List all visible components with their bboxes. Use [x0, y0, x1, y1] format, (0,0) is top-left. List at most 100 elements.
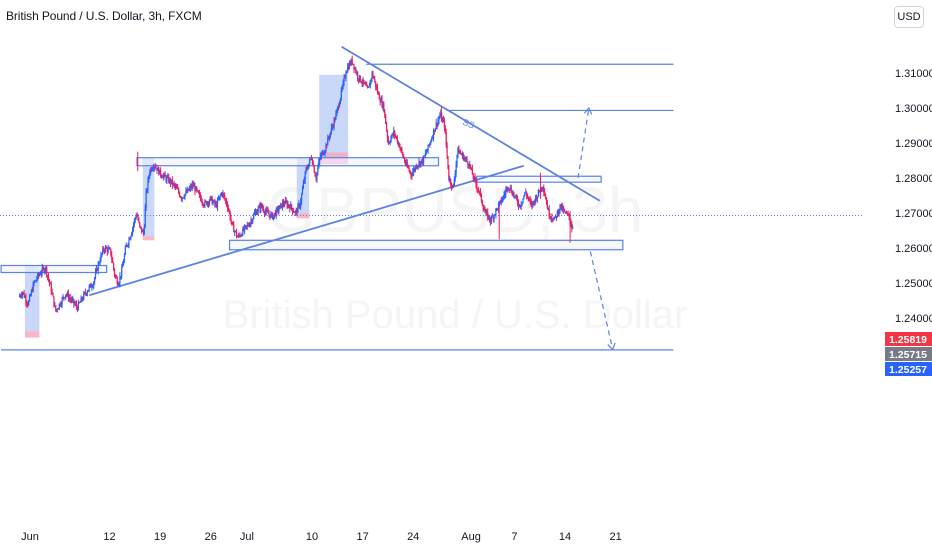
candle-body — [67, 293, 70, 300]
candle-body — [239, 235, 241, 237]
candle-body — [241, 235, 243, 237]
candle-body — [388, 142, 390, 144]
candle-body — [214, 200, 216, 205]
candle-body — [36, 278, 38, 281]
candle-body — [493, 214, 495, 219]
watermark-name: British Pound / U.S. Dollar — [223, 293, 688, 337]
candle-body — [536, 196, 539, 200]
candle-body — [74, 303, 76, 305]
currency-button[interactable]: USD — [894, 6, 924, 28]
candle-body — [544, 192, 546, 196]
candle-body — [69, 297, 71, 300]
candle-body — [335, 113, 337, 120]
candle-body — [137, 215, 139, 221]
candle-body — [337, 106, 339, 111]
candles — [19, 55, 574, 313]
candle-body — [550, 217, 552, 219]
position-profit-zone — [319, 74, 349, 159]
candle-body — [136, 215, 138, 217]
position-profit-zone — [24, 265, 40, 332]
candle-body — [96, 268, 98, 271]
candle-body — [392, 134, 394, 136]
projection-line — [577, 107, 590, 179]
position-stop-zone — [24, 331, 40, 338]
candle-body — [353, 64, 355, 70]
candle-body — [415, 166, 417, 168]
candle-body — [95, 268, 98, 273]
candle-body — [303, 180, 305, 183]
candle-body — [530, 201, 532, 204]
candle-body — [348, 62, 351, 69]
candle-body — [216, 199, 219, 208]
candle-body — [391, 134, 393, 138]
candle-body — [519, 204, 521, 208]
candle-body — [413, 168, 415, 173]
candle-body — [460, 153, 463, 156]
candle-body — [258, 205, 260, 208]
candle-body — [288, 204, 290, 207]
candle-body — [516, 195, 518, 200]
candle-body — [291, 204, 293, 209]
projection-arrowhead — [583, 106, 593, 115]
candle-body — [501, 200, 503, 203]
candle-body — [374, 78, 376, 82]
candle-body — [148, 176, 150, 180]
candle-body — [436, 122, 438, 126]
price-label-box — [885, 332, 932, 346]
trend-line — [341, 45, 601, 202]
candle-body — [469, 164, 472, 169]
candle-body — [364, 82, 366, 84]
candle-body — [464, 158, 466, 160]
candle-body — [54, 305, 56, 307]
candle-body — [249, 223, 251, 227]
candle-body — [457, 147, 459, 155]
candle-body — [461, 153, 464, 156]
candle-body — [438, 118, 440, 121]
candle-body — [169, 179, 172, 184]
candle-body — [327, 137, 329, 146]
drawing-lines[interactable]: SS — [0, 45, 862, 351]
candle-body — [468, 165, 470, 167]
candle-body — [298, 204, 300, 206]
candle-body — [285, 200, 287, 203]
candle-body — [507, 187, 509, 190]
candle-body — [161, 176, 163, 178]
candle-body — [289, 206, 291, 210]
candle-body — [200, 198, 202, 202]
candle-body — [66, 293, 69, 295]
candle-body — [497, 208, 499, 210]
candle-body — [180, 197, 182, 200]
candle-body — [217, 199, 220, 201]
candle-body — [70, 299, 72, 301]
candle-body — [26, 302, 28, 304]
position-profit-zone — [142, 157, 155, 237]
candle-body — [143, 227, 145, 234]
candle-body — [356, 72, 358, 74]
candle-body — [263, 208, 265, 212]
candle-body — [176, 186, 178, 189]
candle-body — [178, 192, 181, 197]
candle-body — [134, 217, 136, 220]
candle-body — [124, 247, 126, 255]
candle-body — [568, 213, 570, 218]
candle-body — [549, 216, 551, 218]
candle-body — [518, 204, 520, 207]
candle-body — [343, 77, 345, 82]
candle-body — [19, 295, 21, 297]
candle-body — [489, 219, 492, 222]
candle-body — [430, 141, 432, 143]
candle-body — [65, 294, 67, 298]
candle-body — [440, 113, 442, 116]
candle-body — [123, 254, 126, 262]
candle-body — [341, 87, 343, 90]
candle-body — [194, 185, 196, 192]
candle-body — [263, 211, 266, 214]
candle-body — [483, 209, 485, 211]
candle-body — [171, 179, 173, 185]
candle-body — [305, 168, 307, 172]
candle-body — [329, 132, 332, 137]
time-tick: Jul — [240, 531, 254, 543]
candle-body — [338, 106, 340, 108]
candle-body — [447, 155, 449, 169]
